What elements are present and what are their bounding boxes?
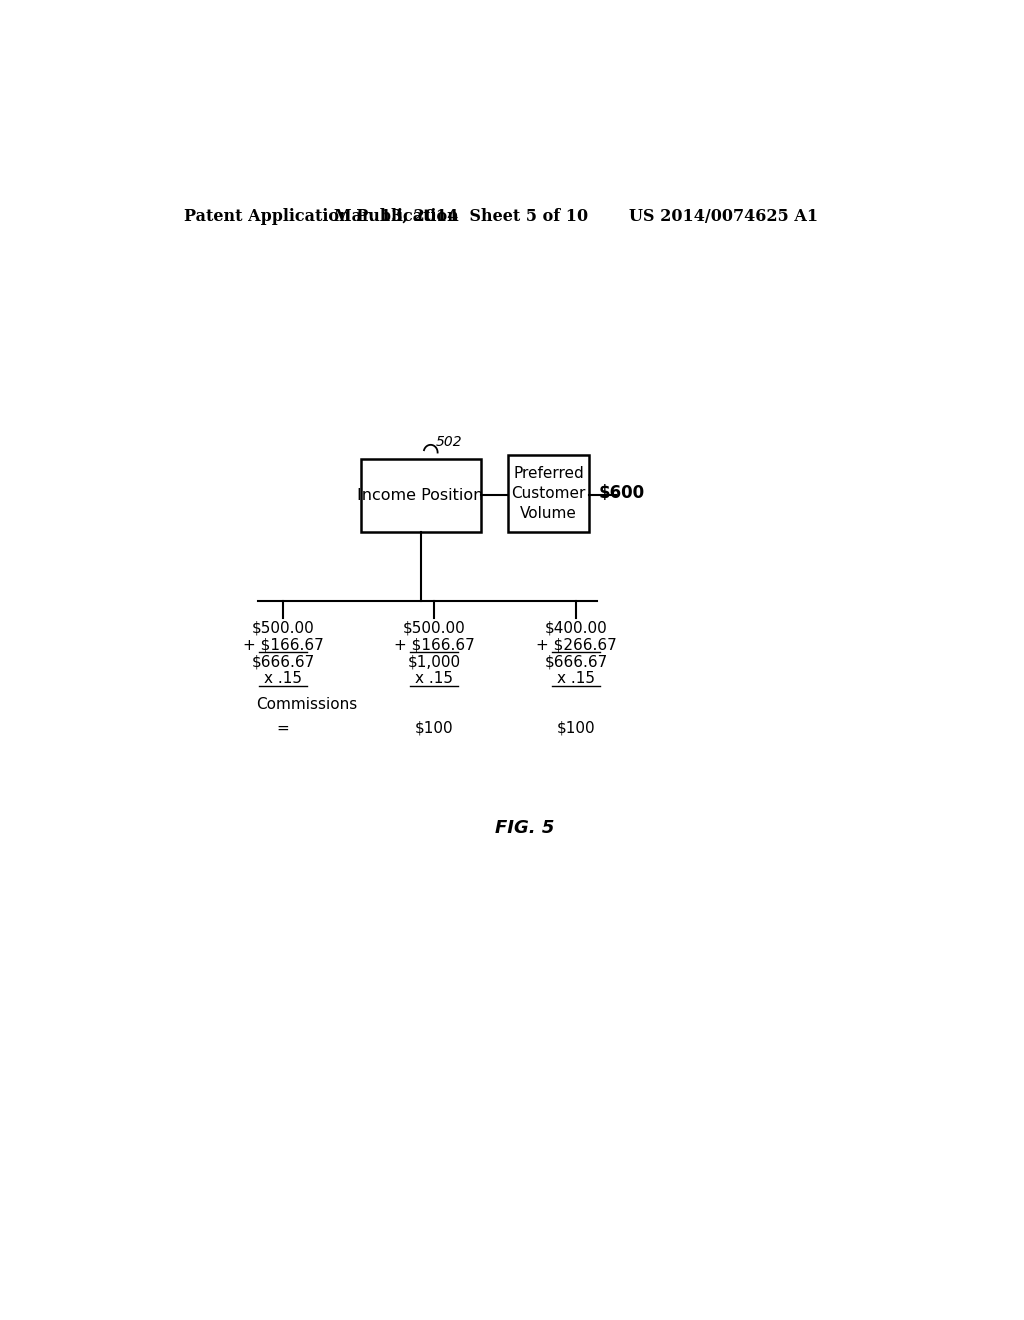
Text: Mar. 13, 2014  Sheet 5 of 10: Mar. 13, 2014 Sheet 5 of 10	[334, 207, 589, 224]
Text: 502: 502	[435, 434, 462, 449]
Text: $666.67: $666.67	[545, 655, 607, 669]
Text: $500.00: $500.00	[402, 620, 466, 635]
Text: + $166.67: + $166.67	[394, 638, 474, 652]
Text: $600: $600	[598, 484, 644, 503]
Text: $100: $100	[415, 721, 454, 735]
Text: Commissions: Commissions	[256, 697, 357, 713]
FancyBboxPatch shape	[360, 459, 480, 532]
Text: Patent Application Publication: Patent Application Publication	[183, 207, 459, 224]
Text: $400.00: $400.00	[545, 620, 607, 635]
Text: =: =	[276, 721, 290, 735]
Text: FIG. 5: FIG. 5	[496, 820, 554, 837]
Text: Income Position: Income Position	[357, 488, 483, 503]
Text: x .15: x .15	[557, 671, 595, 686]
Text: x .15: x .15	[264, 671, 302, 686]
Text: $1,000: $1,000	[408, 655, 461, 669]
Text: $666.67: $666.67	[251, 655, 314, 669]
Text: US 2014/0074625 A1: US 2014/0074625 A1	[629, 207, 818, 224]
Text: $100: $100	[557, 721, 595, 735]
Text: $500.00: $500.00	[252, 620, 314, 635]
Text: Preferred
Customer
Volume: Preferred Customer Volume	[511, 466, 586, 520]
Text: + $266.67: + $266.67	[536, 638, 616, 652]
Text: + $166.67: + $166.67	[243, 638, 324, 652]
FancyBboxPatch shape	[508, 455, 589, 532]
Text: x .15: x .15	[415, 671, 454, 686]
